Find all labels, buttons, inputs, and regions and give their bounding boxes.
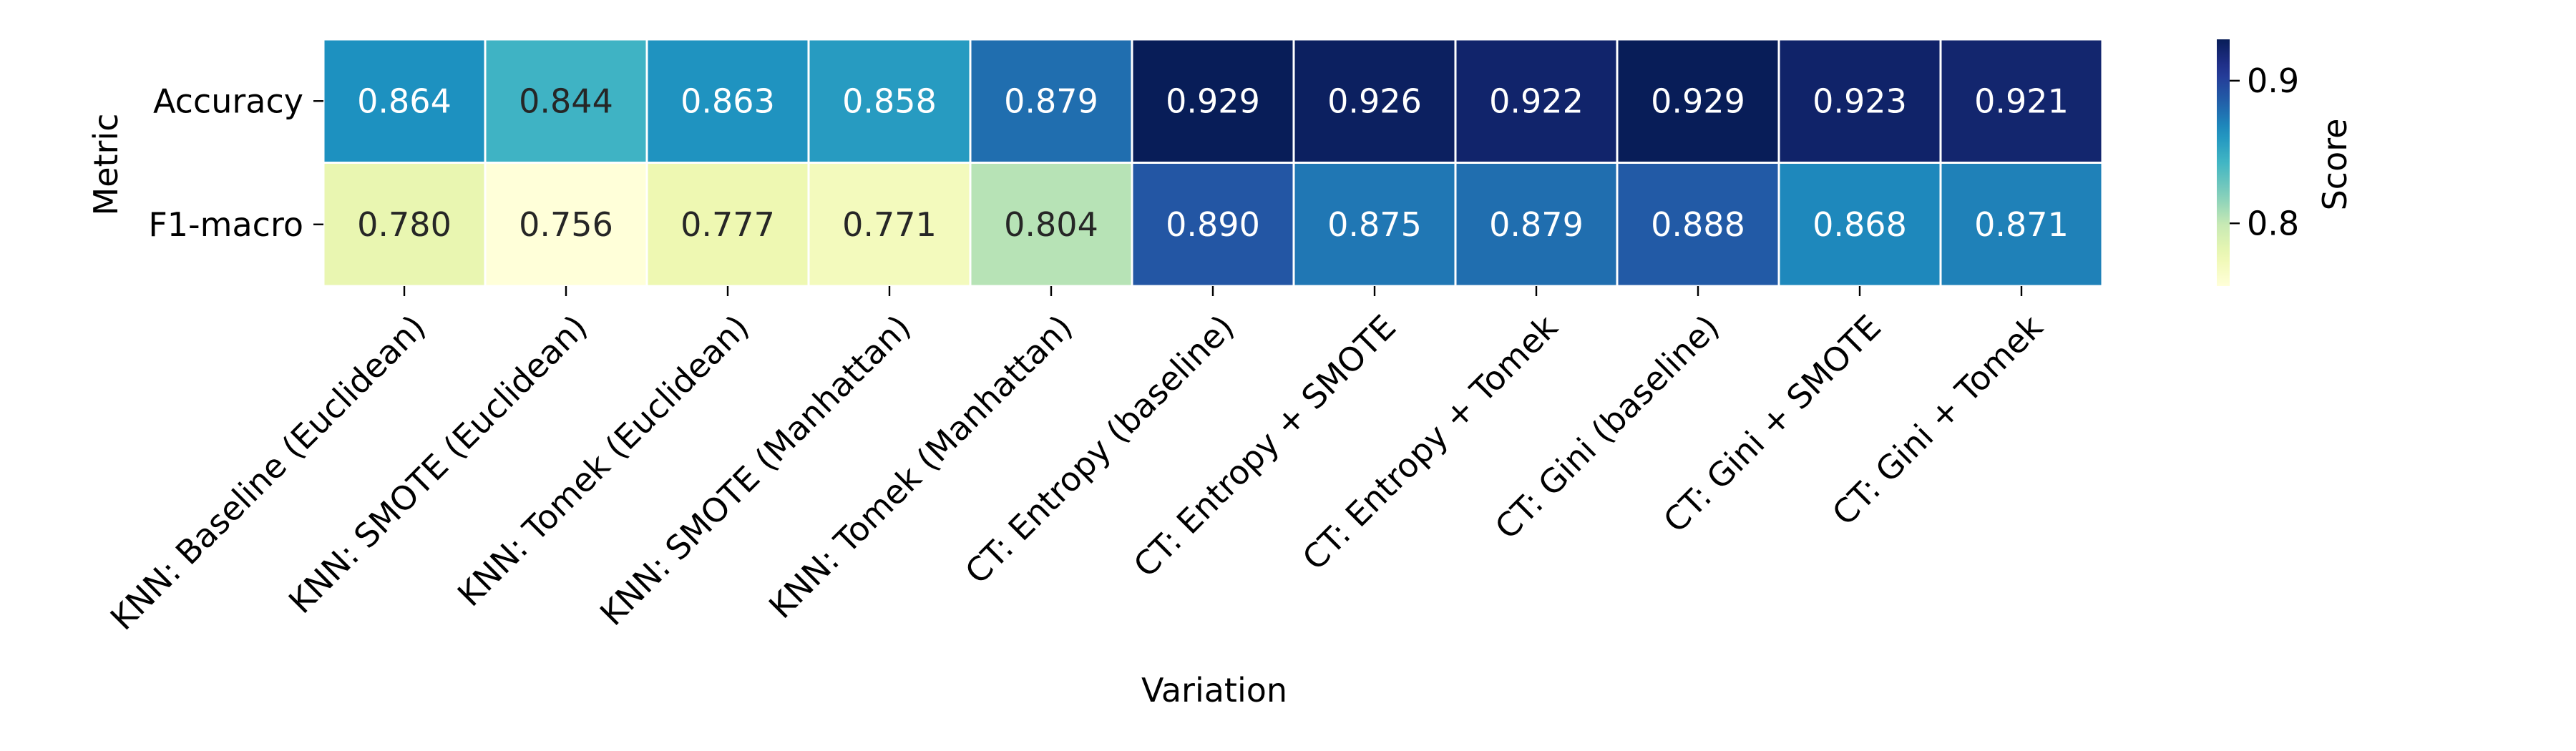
heatmap-cell-value: 0.929 [1651,82,1745,120]
heatmap-cell [1131,38,1295,164]
x-tick-label: KNN: SMOTE (Manhattan) [592,308,918,633]
heatmap-cell-value: 0.890 [1166,205,1260,244]
x-tick-label: KNN: Baseline (Euclidean) [103,308,433,637]
x-tick-label: KNN: Tomek (Euclidean) [450,308,756,614]
heatmap-cell-value: 0.863 [680,82,775,120]
y-axis-ticks: Accuracy F1-macro [148,82,323,244]
heatmap-cell-value: 0.921 [1974,82,2069,120]
y-tick-label: Accuracy [153,82,303,120]
heatmap-cell [1131,162,1295,288]
heatmap-cell-value: 0.888 [1651,205,1745,244]
x-tick-label: CT: Entropy (baseline) [957,308,1241,592]
x-axis-ticks: KNN: Baseline (Euclidean)KNN: SMOTE (Euc… [103,286,2050,637]
heatmap-cell [1939,162,2104,288]
heatmap-cell [1292,162,1457,288]
heatmap-cell [807,38,972,164]
x-tick-label: CT: Entropy + SMOTE [1126,308,1404,585]
heatmap-cell-value: 0.923 [1813,82,1907,120]
heatmap-cell-value: 0.844 [519,82,613,120]
heatmap-cell [1777,38,1942,164]
heatmap-cell-value: 0.756 [519,205,613,244]
heatmap-cell-value: 0.871 [1974,205,2069,244]
colorbar-tick-label: 0.9 [2247,62,2299,100]
heatmap-cell-value: 0.875 [1327,205,1422,244]
heatmap-cell-value: 0.771 [842,205,937,244]
heatmap-cell [1454,162,1619,288]
heatmap-cell [1454,38,1619,164]
x-tick-label: KNN: SMOTE (Euclidean) [281,308,595,621]
heatmap-cell [969,162,1133,288]
y-axis-title: Metric [87,113,125,215]
heatmap-cell [645,38,810,164]
heatmap-cell-value: 0.929 [1166,82,1260,120]
heatmap-cell-value: 0.858 [842,82,937,120]
heatmap-cell-value: 0.879 [1489,205,1584,244]
heatmap-cell [322,162,487,288]
colorbar-ticks: 0.8 0.9 [2230,62,2299,242]
heatmap-cell-value: 0.868 [1813,205,1907,244]
heatmap-cell-value: 0.864 [357,82,452,120]
colorbar-title: Score [2316,119,2354,211]
heatmap-cell-value: 0.922 [1489,82,1584,120]
heatmap-cell [484,38,648,164]
x-tick-label: KNN: Tomek (Manhattan) [761,308,1080,626]
heatmap-cell-value: 0.777 [680,205,775,244]
heatmap-cell [1777,162,1942,288]
y-tick-label: F1-macro [148,205,303,244]
heatmap-cell [1939,38,2104,164]
heatmap-cell-labels: 0.864 0.844 0.863 0.858 0.879 0.929 0.926 0.922… [357,82,2069,244]
colorbar: 0.8 0.9 Score [2217,39,2354,286]
colorbar-bar [2217,39,2230,286]
colorbar-tick-label: 0.8 [2247,204,2299,242]
heatmap-cell-value: 0.804 [1004,205,1098,244]
heatmap-cell-value: 0.926 [1327,82,1422,120]
heatmap-cell-value: 0.879 [1004,82,1098,120]
heatmap-cell [645,162,810,288]
heatmap-cell-value: 0.780 [357,205,452,244]
heatmap-cells [322,38,2104,288]
heatmap-cell [322,38,487,164]
heatmap-cell [1616,162,1780,288]
x-axis-title: Variation [1141,671,1287,710]
